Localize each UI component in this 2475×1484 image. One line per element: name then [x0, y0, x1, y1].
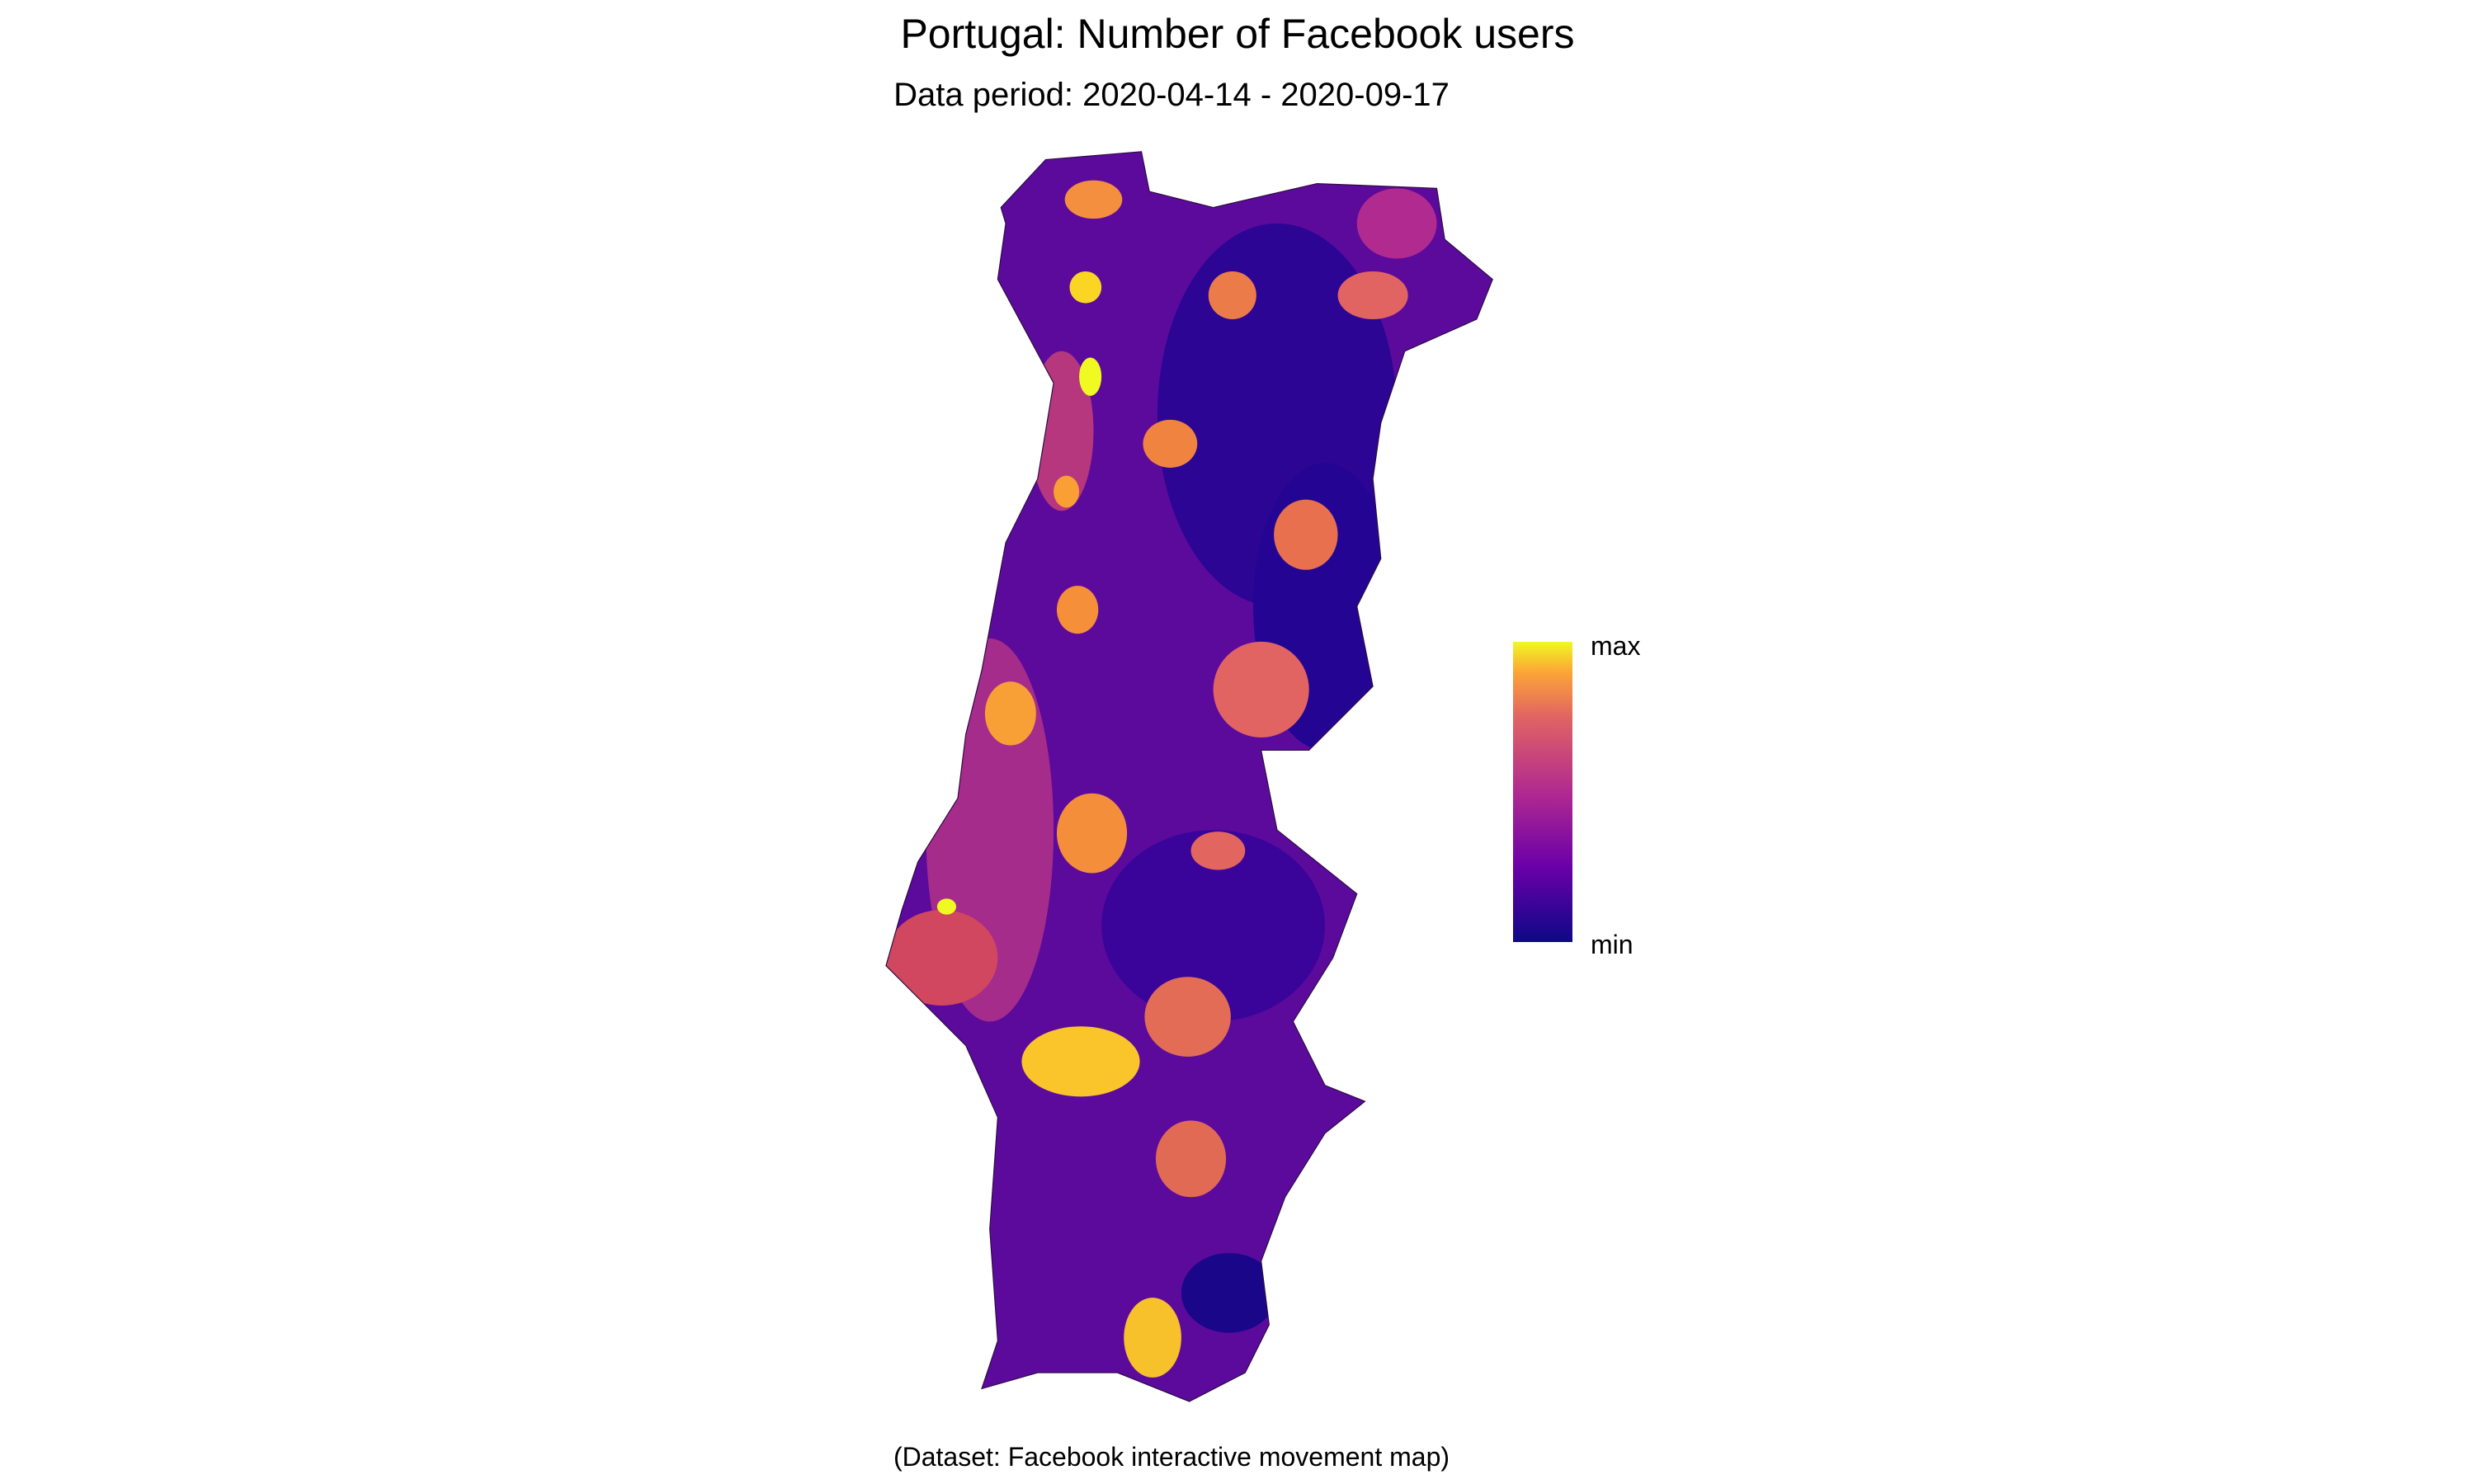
legend-min-label: min [1591, 930, 1634, 959]
map-title: Portugal: Number of Facebook users [900, 11, 1574, 57]
portugal-map [885, 151, 1493, 1402]
legend-colorbar [1513, 642, 1572, 942]
legend-max-label: max [1591, 631, 1640, 661]
map-subtitle: Data period: 2020-04-14 - 2020-09-17 [893, 77, 1450, 113]
map-caption: (Dataset: Facebook interactive movement … [893, 1442, 1450, 1472]
